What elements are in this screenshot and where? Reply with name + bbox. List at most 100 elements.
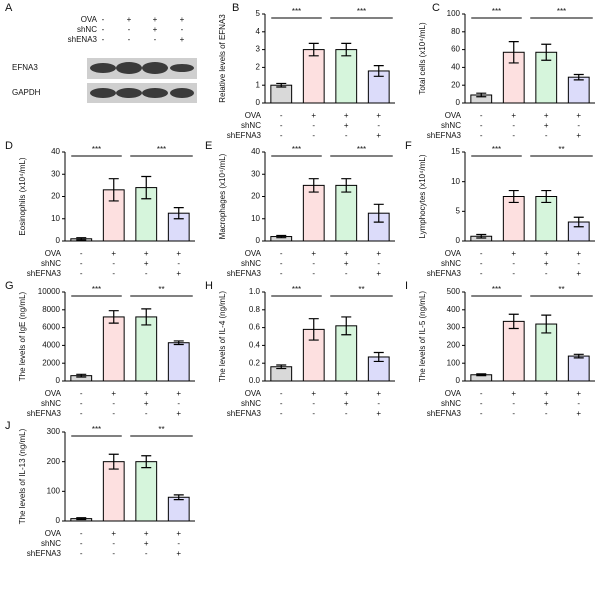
- error-bar: [76, 237, 87, 241]
- y-axis-label: The levels of IL-5 (ng/mL): [418, 291, 427, 382]
- error-bar: [108, 310, 119, 324]
- y-tick-label: 4000: [42, 341, 60, 350]
- band-label: GAPDH: [12, 88, 41, 97]
- y-tick-label: 4: [256, 27, 261, 36]
- error-bar: [341, 42, 352, 57]
- condition-sign: -: [512, 269, 515, 278]
- bar: [567, 355, 590, 382]
- condition-sign: +: [180, 35, 185, 44]
- y-axis-label: Lymphocytes (x10⁴/mL): [418, 154, 427, 238]
- significance-label: ***: [92, 425, 101, 434]
- condition-sign: +: [176, 249, 181, 258]
- condition-sign: -: [480, 111, 483, 120]
- condition-name: OVA: [45, 249, 62, 258]
- condition-sign: -: [480, 249, 483, 258]
- condition-sign: -: [577, 259, 580, 268]
- y-tick-label: 0: [56, 376, 61, 385]
- y-tick-label: 500: [447, 287, 461, 296]
- condition-sign: +: [176, 529, 181, 538]
- panel-letter: F: [405, 140, 412, 152]
- condition-sign: +: [127, 15, 132, 24]
- error-bar: [308, 42, 319, 57]
- y-axis-label: Relative levels of EFNA3: [218, 14, 227, 103]
- condition-name: OVA: [445, 111, 462, 120]
- condition-name: shEFNA3: [427, 269, 462, 278]
- condition-sign: -: [280, 409, 283, 418]
- condition-name: shNC: [41, 399, 61, 408]
- condition-sign: -: [577, 121, 580, 130]
- condition-sign: +: [311, 249, 316, 258]
- bar: [502, 320, 525, 382]
- condition-name: OVA: [81, 15, 98, 24]
- condition-sign: -: [145, 549, 148, 558]
- panel-letter: A: [5, 2, 13, 14]
- panel-letter: D: [5, 140, 13, 152]
- condition-sign: +: [376, 131, 381, 140]
- condition-sign: +: [153, 25, 158, 34]
- condition-sign: -: [128, 35, 131, 44]
- y-tick-label: 2000: [42, 358, 60, 367]
- bar: [302, 184, 325, 242]
- significance-label: ***: [92, 145, 101, 154]
- condition-sign: +: [576, 249, 581, 258]
- y-tick-label: 400: [447, 305, 461, 314]
- condition-sign: -: [112, 409, 115, 418]
- condition-name: shEFNA3: [427, 131, 462, 140]
- condition-sign: -: [80, 399, 83, 408]
- error-bar: [308, 178, 319, 193]
- condition-sign: -: [512, 121, 515, 130]
- condition-name: OVA: [45, 529, 62, 538]
- significance-label: **: [158, 425, 164, 434]
- error-bar: [173, 207, 184, 220]
- y-tick-label: 20: [251, 192, 260, 201]
- condition-sign: +: [344, 121, 349, 130]
- condition-sign: -: [312, 269, 315, 278]
- condition-sign: +: [511, 389, 516, 398]
- condition-sign: -: [112, 399, 115, 408]
- bar: [335, 184, 358, 242]
- condition-name: shNC: [441, 399, 461, 408]
- condition-sign: -: [112, 549, 115, 558]
- condition-sign: -: [177, 399, 180, 408]
- condition-name: OVA: [245, 389, 262, 398]
- panel-letter: B: [232, 2, 239, 14]
- condition-name: shEFNA3: [27, 409, 62, 418]
- condition-name: shNC: [41, 539, 61, 548]
- condition-sign: +: [111, 249, 116, 258]
- condition-sign: -: [280, 111, 283, 120]
- y-tick-label: 0.8: [249, 305, 261, 314]
- y-tick-label: 1.0: [249, 287, 261, 296]
- y-axis-label: Macrophages (x10⁴/mL): [218, 153, 227, 239]
- error-bar: [573, 73, 584, 81]
- condition-name: shEFNA3: [227, 131, 262, 140]
- condition-name: shNC: [241, 121, 261, 130]
- condition-sign: -: [480, 409, 483, 418]
- y-tick-label: 5: [256, 9, 261, 18]
- condition-sign: +: [376, 269, 381, 278]
- error-bar: [173, 340, 184, 346]
- condition-sign: -: [80, 259, 83, 268]
- y-tick-label: 10: [51, 214, 60, 223]
- condition-sign: -: [145, 409, 148, 418]
- error-bar: [373, 65, 384, 77]
- error-bar: [141, 308, 152, 326]
- condition-sign: -: [377, 121, 380, 130]
- condition-sign: -: [512, 409, 515, 418]
- condition-name: OVA: [245, 111, 262, 120]
- y-tick-label: 40: [51, 147, 60, 156]
- significance-label: ***: [492, 7, 501, 16]
- error-bar: [308, 318, 319, 341]
- error-bar: [476, 373, 487, 377]
- error-bar: [173, 494, 184, 501]
- condition-sign: -: [480, 399, 483, 408]
- condition-sign: -: [80, 549, 83, 558]
- y-tick-label: 0.2: [249, 358, 261, 367]
- condition-sign: -: [480, 121, 483, 130]
- y-tick-label: 10: [451, 177, 460, 186]
- condition-name: OVA: [45, 389, 62, 398]
- condition-sign: -: [112, 269, 115, 278]
- y-axis-label: The levels of IL-13 (ng/mL): [18, 428, 27, 524]
- y-tick-label: 0: [456, 236, 461, 245]
- condition-sign: +: [544, 111, 549, 120]
- y-tick-label: 2: [256, 63, 261, 72]
